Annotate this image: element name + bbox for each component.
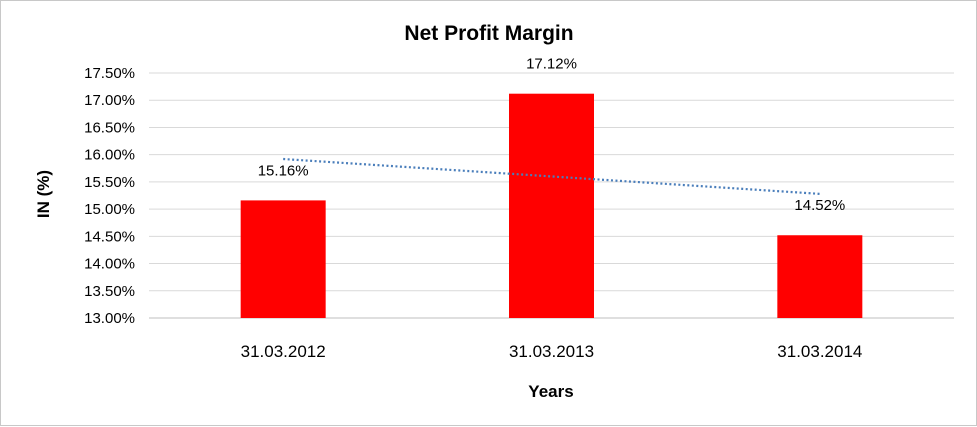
x-axis-title: Years	[528, 382, 573, 401]
y-tick-labels: 13.00% 13.50% 14.00% 14.50% 15.00% 15.50% 16.0…	[84, 65, 135, 327]
bar	[509, 93, 594, 318]
chart-title: Net Profit Margin	[404, 22, 573, 45]
y-tick-label: 14.50%	[84, 228, 135, 245]
y-tick-label: 13.50%	[84, 283, 135, 300]
y-tick-label: 14.00%	[84, 256, 135, 273]
bar	[777, 235, 863, 318]
y-tick-label: 15.00%	[84, 201, 135, 218]
y-axis-title: IN (%)	[34, 170, 53, 218]
x-category-label: 31.03.2012	[241, 342, 326, 361]
y-tick-label: 17.00%	[84, 92, 135, 109]
y-tick-label: 17.50%	[84, 65, 135, 82]
data-label: 17.12%	[526, 56, 577, 73]
y-tick-label: 16.50%	[84, 119, 135, 136]
data-labels: 15.16% 17.12% 14.52%	[258, 56, 846, 215]
bars	[240, 93, 863, 318]
data-label: 15.16%	[258, 162, 309, 179]
x-category-labels: 31.03.2012 31.03.2013 31.03.2014	[241, 342, 863, 361]
x-category-label: 31.03.2013	[509, 342, 594, 361]
y-tick-label: 16.00%	[84, 147, 135, 164]
y-tick-label: 15.50%	[84, 174, 135, 191]
y-tick-label: 13.00%	[84, 310, 135, 327]
data-label: 14.52%	[794, 197, 845, 214]
x-category-label: 31.03.2014	[777, 342, 862, 361]
bar	[240, 200, 326, 318]
